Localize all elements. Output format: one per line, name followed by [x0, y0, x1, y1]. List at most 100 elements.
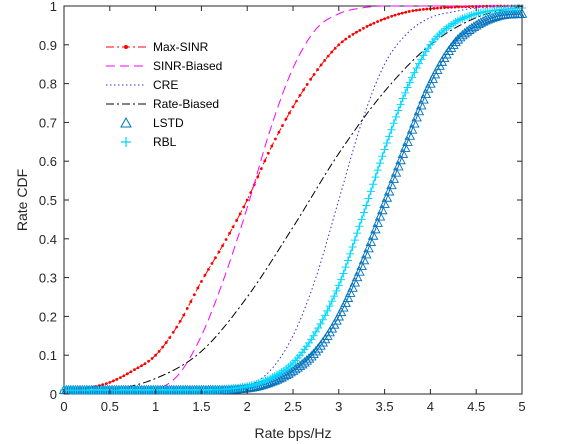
- data-point: [482, 13, 493, 24]
- data-point: [390, 14, 394, 18]
- data-point: [200, 280, 203, 283]
- data-point: [277, 130, 281, 134]
- data-point: [407, 10, 411, 13]
- legend-label: Rate-Biased: [153, 97, 219, 111]
- y-tick-label: 0.6: [39, 154, 57, 169]
- data-point: [411, 111, 422, 122]
- data-point: [284, 117, 288, 121]
- data-point: [425, 78, 436, 88]
- data-point: [414, 59, 423, 68]
- data-point: [357, 215, 366, 224]
- data-point: [390, 167, 402, 177]
- data-point: [338, 302, 349, 312]
- data-point: [366, 187, 375, 196]
- data-point: [387, 125, 396, 134]
- data-point: [129, 370, 133, 374]
- data-point: [421, 8, 425, 11]
- data-point: [285, 366, 296, 377]
- data-point: [362, 201, 371, 210]
- data-point: [397, 12, 401, 16]
- data-point: [316, 68, 320, 71]
- data-point: [175, 325, 179, 329]
- data-point: [294, 360, 306, 371]
- data-point: [398, 94, 407, 103]
- y-axis-label: Rate CDF: [14, 169, 30, 231]
- data-point: [371, 173, 380, 182]
- data-point: [436, 6, 439, 10]
- data-point: [480, 14, 491, 25]
- data-point: [388, 173, 400, 183]
- data-point: [397, 148, 409, 159]
- x-tick-label: 1: [152, 399, 159, 414]
- x-tick-label: 5: [518, 399, 525, 414]
- data-point: [406, 124, 418, 134]
- series-line: [63, 5, 523, 394]
- data-point: [399, 142, 411, 152]
- data-point: [316, 319, 325, 328]
- x-tick-label: 2: [244, 399, 251, 414]
- data-point: [358, 254, 370, 265]
- data-point: [445, 42, 457, 52]
- data-point: [330, 50, 334, 54]
- data-point: [302, 88, 305, 92]
- axis-ticks: 0 0.5 1 1.5 2 2.5 3 3.5 4 4.5 5 0 0.1 0.2 0.3 0.4 0.5 0.6…: [39, 0, 526, 414]
- data-point: [393, 13, 397, 17]
- data-point: [376, 20, 379, 24]
- data-point: [319, 63, 323, 67]
- y-tick-label: 0.2: [39, 309, 57, 324]
- y-tick-label: 0.7: [39, 115, 57, 130]
- data-point: [340, 297, 351, 307]
- data-point: [309, 77, 313, 81]
- data-point: [143, 362, 147, 366]
- data-point: [392, 112, 401, 121]
- data-point: [303, 353, 315, 363]
- data-point: [365, 236, 377, 247]
- data-point: [477, 16, 489, 26]
- legend-label: LSTD: [153, 116, 184, 130]
- data-point: [312, 72, 316, 76]
- data-point: [259, 167, 263, 171]
- data-point: [306, 350, 317, 361]
- data-point: [365, 25, 369, 28]
- legend-item: Rate-Biased: [106, 97, 219, 111]
- data-point: [147, 359, 150, 363]
- legend-label: SINR-Biased: [153, 59, 222, 73]
- data-point: [414, 8, 418, 12]
- data-point: [332, 286, 341, 295]
- data-point: [358, 28, 362, 32]
- data-point: [312, 343, 324, 353]
- data-point: [171, 331, 175, 334]
- data-point: [408, 73, 417, 82]
- x-tick-label: 0.5: [101, 399, 119, 414]
- data-point: [439, 6, 443, 10]
- y-tick-label: 0.5: [39, 193, 57, 208]
- data-point: [446, 6, 450, 9]
- data-point: [344, 287, 356, 297]
- data-point: [420, 88, 432, 98]
- data-point: [347, 282, 358, 292]
- x-tick-label: 0: [60, 399, 67, 414]
- x-tick-label: 4: [427, 399, 434, 414]
- legend-item: CRE: [106, 78, 178, 92]
- data-point: [374, 211, 386, 221]
- data-point: [281, 124, 284, 128]
- data-point: [126, 372, 129, 376]
- y-tick-label: 0.9: [39, 38, 57, 53]
- data-point: [122, 374, 126, 378]
- data-point: [422, 83, 434, 93]
- data-point: [150, 357, 154, 360]
- data-point: [361, 248, 372, 259]
- data-point: [425, 7, 429, 11]
- data-point: [214, 256, 217, 260]
- data-point: [210, 262, 214, 265]
- data-point: [238, 212, 242, 216]
- x-tick-label: 3: [335, 399, 342, 414]
- data-point: [189, 300, 193, 303]
- y-tick-label: 0: [50, 387, 57, 402]
- data-point: [363, 242, 374, 253]
- data-point: [270, 144, 274, 148]
- data-point: [350, 236, 359, 245]
- data-point: [310, 345, 322, 356]
- data-point: [196, 286, 200, 290]
